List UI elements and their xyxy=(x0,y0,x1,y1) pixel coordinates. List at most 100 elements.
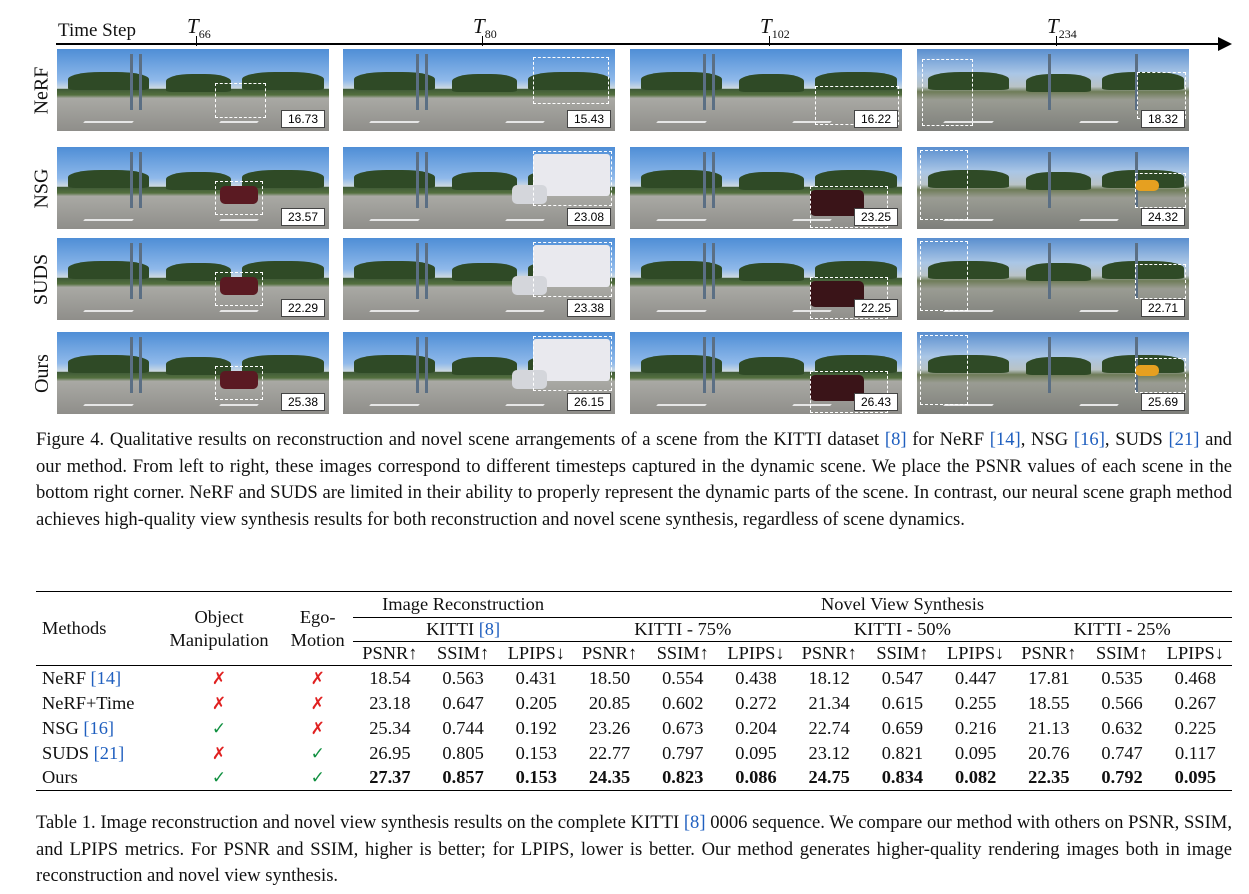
metric-value: 0.797 xyxy=(662,742,704,763)
metric-value: 0.673 xyxy=(662,717,704,738)
psnr-value-label: 16.22 xyxy=(853,110,898,128)
row-label-nsg: NSG xyxy=(30,167,53,209)
metric-value: 22.74 xyxy=(808,717,850,738)
timestep-tick-4 xyxy=(1056,36,1057,46)
table-caption: Table 1. Image reconstruction and novel … xyxy=(36,812,1232,886)
citation-link[interactable]: [16] xyxy=(1073,429,1105,450)
metric-value: 0.225 xyxy=(1174,717,1217,738)
citation-link[interactable]: [14] xyxy=(90,667,122,688)
scene-render-image: 26.15 xyxy=(343,332,615,414)
header-lpips: LPIPS↓ xyxy=(1166,643,1224,663)
timestep-label-1: T66 xyxy=(187,14,211,42)
header-object-manipulation: Object Manipulation xyxy=(156,591,283,666)
metric-value: 0.821 xyxy=(881,742,924,763)
citation-link[interactable]: [8] xyxy=(683,812,706,833)
object-manipulation-mark: ✓ xyxy=(211,718,227,739)
scene-render-image: 24.32 xyxy=(917,147,1189,229)
timestep-tick-3 xyxy=(769,36,770,46)
time-axis-arrowhead xyxy=(1218,37,1232,51)
citation-link[interactable]: [8] xyxy=(478,619,501,639)
method-name: NeRF+Time xyxy=(42,692,135,713)
metric-value: 25.34 xyxy=(369,717,411,738)
metric-value: 0.744 xyxy=(442,717,484,738)
metric-value: 0.747 xyxy=(1101,742,1143,763)
metric-value: 0.205 xyxy=(515,692,558,713)
psnr-value-label: 25.38 xyxy=(280,393,325,411)
psnr-value-label: 23.25 xyxy=(853,208,898,226)
metric-value: 21.34 xyxy=(808,692,850,713)
metric-value: 0.447 xyxy=(939,665,1013,691)
psnr-value-label: 24.32 xyxy=(1140,208,1185,226)
scene-render-image: 18.32 xyxy=(917,49,1189,131)
timestep-label-3: T102 xyxy=(760,14,790,42)
psnr-value-label: 22.25 xyxy=(853,299,898,317)
metric-value: 23.18 xyxy=(369,692,411,713)
ego-motion-mark: ✗ xyxy=(282,665,354,691)
psnr-value-label: 23.38 xyxy=(566,299,611,317)
scene-render-image: 16.73 xyxy=(57,49,329,131)
header-psnr: PSNR↑ xyxy=(801,643,857,663)
header-ssim: SSIM↑ xyxy=(1096,643,1149,663)
scene-render-image: 26.43 xyxy=(630,332,902,414)
metric-value: 0.204 xyxy=(735,717,777,738)
metric-value: 0.805 xyxy=(442,742,484,763)
scene-render-image: 23.25 xyxy=(630,147,902,229)
metric-value: 18.12 xyxy=(792,665,866,691)
header-kitti-75: KITTI - 75% xyxy=(572,617,793,642)
timestep-label-2: T80 xyxy=(473,14,497,42)
citation-link[interactable]: [21] xyxy=(93,742,125,763)
header-kitti-25: KITTI - 25% xyxy=(1012,617,1232,642)
metric-value: 20.76 xyxy=(1028,742,1070,763)
object-manipulation-mark: ✗ xyxy=(211,743,227,764)
metric-value: 0.792 xyxy=(1085,765,1159,791)
header-kitti: KITTI [8] xyxy=(353,617,573,642)
metric-value: 22.77 xyxy=(588,742,631,763)
table-row: NeRF+Time ✗ ✗ 23.18 0.647 0.205 20.85 0.602 0.27… xyxy=(36,691,1232,716)
header-lpips: LPIPS↓ xyxy=(727,643,785,663)
metric-value: 0.095 xyxy=(954,742,997,763)
method-name: NSG [16] xyxy=(42,717,115,738)
metric-value: 0.566 xyxy=(1101,692,1143,713)
metric-value: 21.13 xyxy=(1028,717,1070,738)
method-name: NeRF [14] xyxy=(36,665,156,691)
psnr-value-label: 15.43 xyxy=(566,110,611,128)
scene-render-image: 22.71 xyxy=(917,238,1189,320)
metric-value: 23.12 xyxy=(808,742,850,763)
citation-link[interactable]: [21] xyxy=(1168,429,1200,450)
object-manipulation-mark: ✓ xyxy=(156,765,283,791)
metric-value: 0.602 xyxy=(662,692,704,713)
scene-render-image: 25.69 xyxy=(917,332,1189,414)
header-lpips: LPIPS↓ xyxy=(947,643,1005,663)
metric-value: 26.95 xyxy=(369,742,411,763)
metric-value: 0.632 xyxy=(1101,717,1143,738)
ego-motion-mark: ✗ xyxy=(310,693,325,714)
row-label-ours: Ours xyxy=(30,353,53,393)
citation-link[interactable]: [16] xyxy=(83,717,115,738)
metric-value: 24.35 xyxy=(572,765,647,791)
metric-value: 0.431 xyxy=(499,665,573,691)
citation-link[interactable]: [14] xyxy=(989,429,1021,450)
metric-value: 23.26 xyxy=(588,717,631,738)
metric-value: 22.35 xyxy=(1012,765,1086,791)
object-manipulation-mark: ✗ xyxy=(211,693,227,714)
citation-link[interactable]: [8] xyxy=(884,429,907,450)
time-axis-line xyxy=(56,43,1220,45)
psnr-value-label: 23.57 xyxy=(280,208,325,226)
timestep-tick-2 xyxy=(482,36,483,46)
metric-value: 0.468 xyxy=(1158,665,1232,691)
metric-value: 0.547 xyxy=(865,665,940,691)
results-table: Methods Object Manipulation Ego- Motion Im… xyxy=(36,591,1232,791)
metric-value: 27.37 xyxy=(353,765,427,791)
header-ssim: SSIM↑ xyxy=(656,643,709,663)
time-step-axis-label: Time Step xyxy=(58,20,136,41)
object-manipulation-mark: ✗ xyxy=(156,665,283,691)
scene-render-image: 22.29 xyxy=(57,238,329,320)
metric-value: 0.834 xyxy=(865,765,940,791)
psnr-value-label: 26.15 xyxy=(566,393,611,411)
ego-motion-mark: ✓ xyxy=(282,765,354,791)
header-psnr: PSNR↑ xyxy=(581,643,638,663)
ego-motion-mark: ✓ xyxy=(310,743,325,764)
header-psnr: PSNR↑ xyxy=(362,643,418,663)
header-ego-motion: Ego- Motion xyxy=(282,591,354,666)
scene-render-image: 23.38 xyxy=(343,238,615,320)
